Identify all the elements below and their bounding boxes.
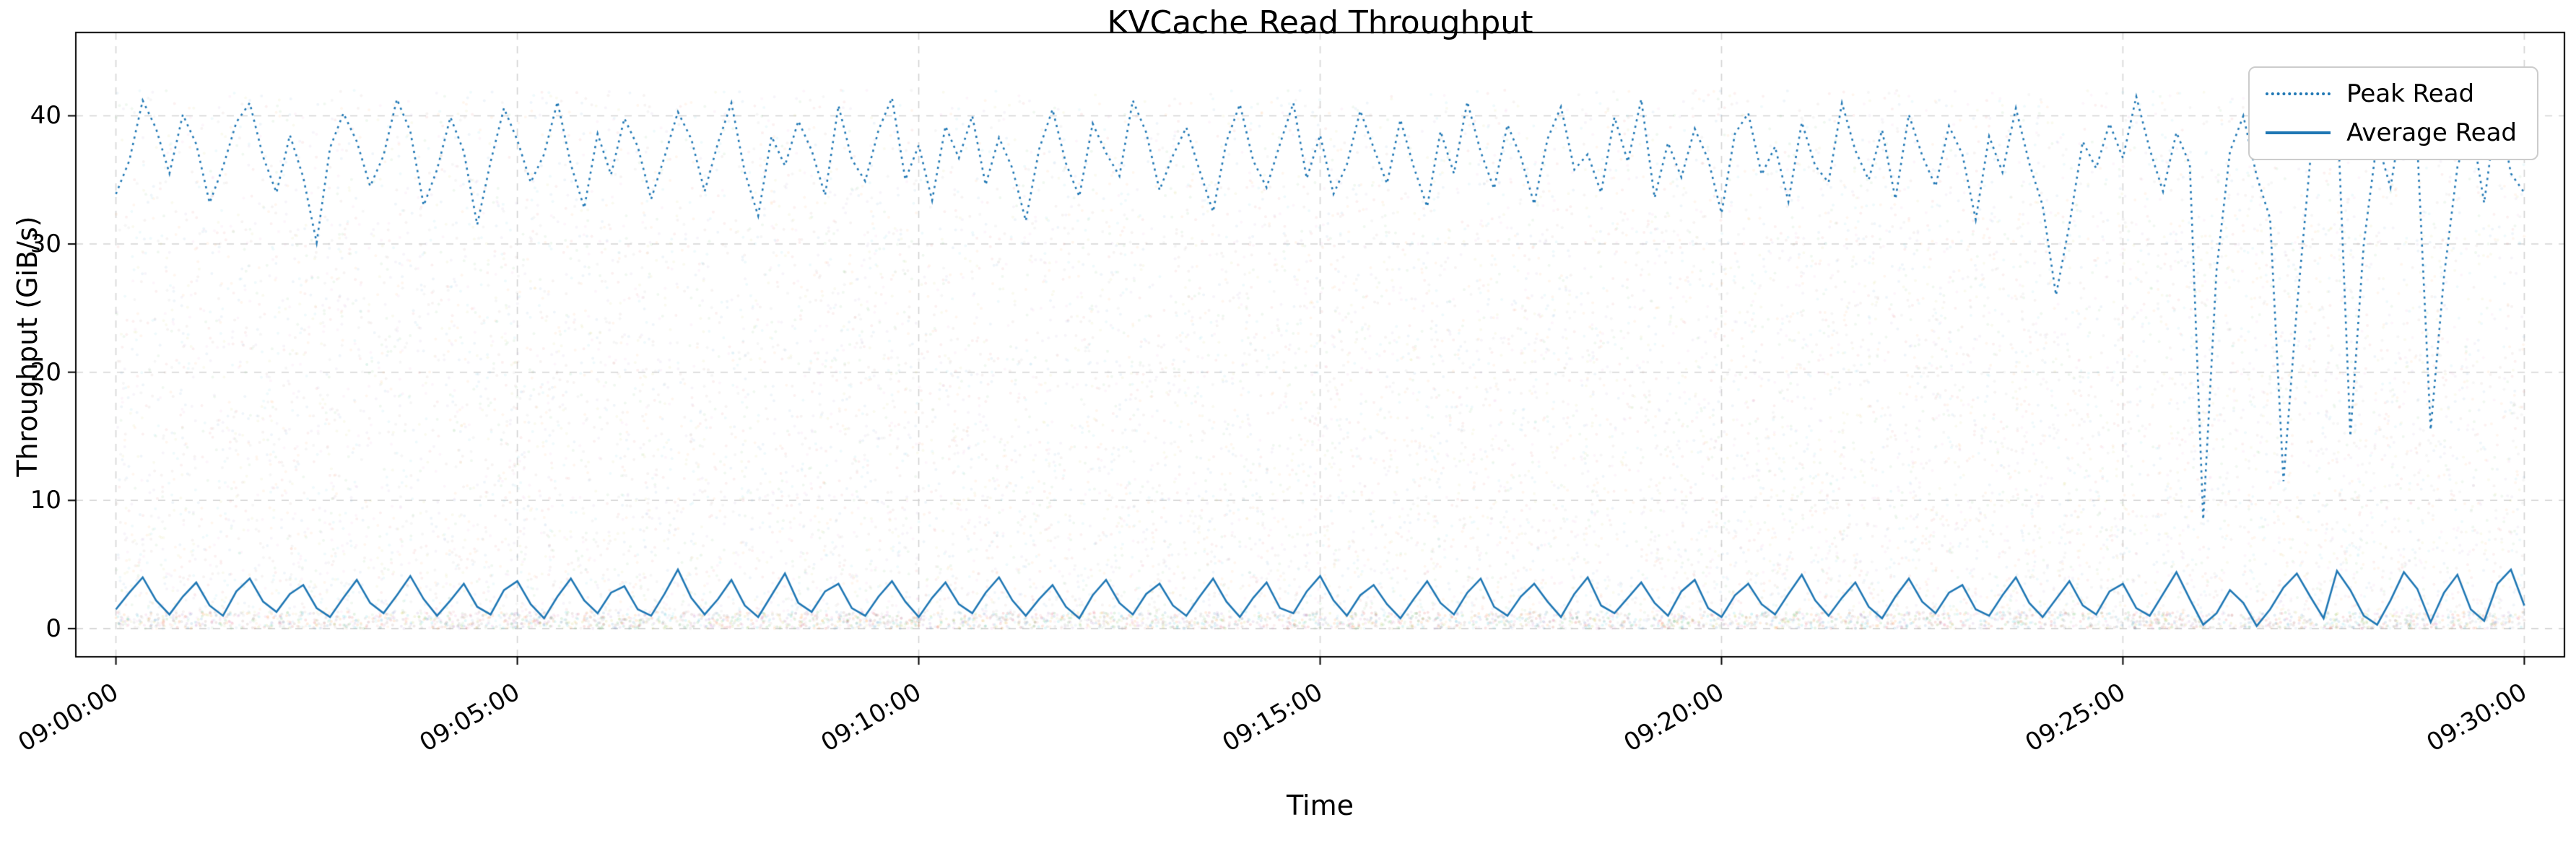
legend-item-peak-read: Peak Read <box>2266 79 2517 108</box>
average-read-line-sample-icon <box>2266 131 2331 134</box>
y-tick-label: 20 <box>30 357 61 387</box>
y-tick-label: 0 <box>45 613 61 643</box>
peak-read-line-sample-icon <box>2266 92 2331 95</box>
y-tick-label: 10 <box>30 486 61 515</box>
y-axis-label: Throughput (GiB/s) <box>12 216 43 477</box>
legend-label-peak-read: Peak Read <box>2346 79 2475 108</box>
y-tick-label: 40 <box>30 101 61 131</box>
chart-title: KVCache Read Throughput <box>1107 4 1533 41</box>
legend-label-average-read: Average Read <box>2346 118 2517 147</box>
y-tick-label: 30 <box>30 230 61 259</box>
x-axis-label: Time <box>1287 790 1354 821</box>
legend: Peak Read Average Read <box>2248 66 2538 160</box>
legend-item-average-read: Average Read <box>2266 118 2517 147</box>
